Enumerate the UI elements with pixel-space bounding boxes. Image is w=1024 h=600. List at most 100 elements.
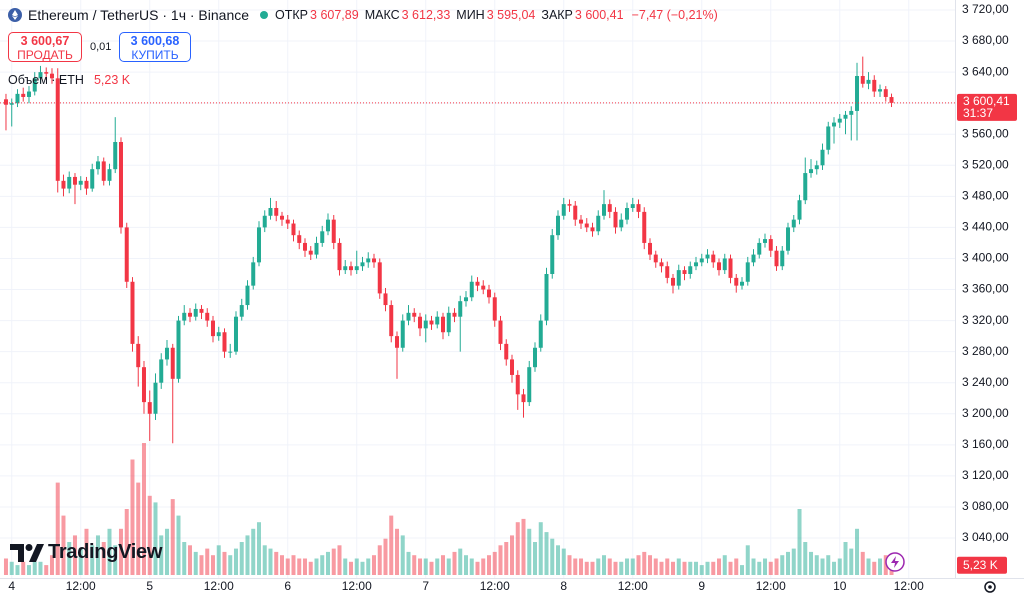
- volume-bar: [768, 561, 773, 575]
- candle-body: [84, 180, 89, 189]
- candle-body: [377, 262, 382, 294]
- sell-button[interactable]: 3 600,67 ПРОДАТЬ: [8, 32, 82, 62]
- settings-icon[interactable]: [984, 581, 996, 593]
- volume-bar: [694, 561, 699, 575]
- candle-body: [205, 312, 210, 321]
- buy-label: КУПИТЬ: [131, 48, 179, 62]
- candle-body: [855, 76, 860, 111]
- candle-body: [832, 122, 837, 127]
- brand[interactable]: TradingView: [10, 541, 162, 564]
- eth-icon: [8, 8, 22, 22]
- volume-bar: [101, 542, 106, 575]
- volume-bar: [55, 482, 60, 575]
- candle-body: [671, 277, 676, 286]
- candle-body: [429, 320, 434, 325]
- y-tick-label: 3 280,00: [962, 344, 1009, 358]
- volume-bar: [90, 545, 95, 575]
- candle-body: [596, 215, 601, 232]
- candle-body: [331, 219, 336, 243]
- candle-body: [803, 173, 808, 201]
- candle-body: [504, 343, 509, 360]
- candle-body: [354, 266, 359, 271]
- volume-bar: [653, 558, 658, 575]
- volume-bar: [573, 558, 578, 575]
- ohlc-value: 3 607,89: [310, 8, 359, 22]
- candle-body: [527, 367, 532, 403]
- volume-bar: [107, 528, 112, 575]
- volume-bar: [320, 555, 325, 575]
- candle-body: [676, 270, 681, 286]
- candle-body: [72, 176, 77, 185]
- volume-bar: [72, 535, 77, 575]
- volume-bar: [348, 561, 353, 575]
- y-tick-label: 3 200,00: [962, 406, 1009, 420]
- volume-bar: [279, 555, 284, 575]
- candle-body: [768, 239, 773, 251]
- candle-body: [360, 262, 365, 267]
- volume-bar: [61, 515, 66, 575]
- candle-body: [440, 316, 445, 333]
- candle-body: [866, 79, 871, 84]
- candle-body: [176, 320, 181, 379]
- volume-bar: [3, 558, 8, 575]
- candle-body: [722, 258, 727, 271]
- candle-body: [389, 305, 394, 337]
- volume-bar: [308, 561, 313, 575]
- candle-body: [15, 93, 20, 104]
- volume-bar: [210, 555, 215, 575]
- volume-bar: [590, 561, 595, 575]
- candle-body: [481, 285, 486, 290]
- volume-bar: [533, 542, 538, 575]
- candle-body: [521, 394, 526, 403]
- volume-bar: [159, 535, 164, 575]
- volume-bar: [481, 558, 486, 575]
- ohlc-label: ОТКР: [275, 8, 309, 22]
- volume-bar: [515, 522, 520, 575]
- candle-body: [343, 266, 348, 271]
- candle-body: [487, 289, 492, 298]
- x-tick-label: 12:00: [66, 579, 96, 593]
- candle-body: [348, 266, 353, 271]
- volume-title: Объем · ETH: [8, 73, 84, 87]
- volume-bar: [84, 528, 89, 575]
- candle-body: [320, 231, 325, 243]
- volume-bar: [256, 522, 261, 575]
- volume-bar: [268, 548, 273, 575]
- volume-last: 5,23 K: [93, 73, 131, 87]
- candle-body: [297, 235, 302, 243]
- volume-bar: [561, 548, 566, 575]
- volume-bar: [751, 558, 756, 575]
- candle-body: [291, 223, 296, 236]
- volume-bar: [636, 555, 641, 575]
- x-tick-label: 12:00: [342, 579, 372, 593]
- candle-body: [642, 211, 647, 243]
- candle-body: [469, 281, 474, 298]
- candle-body: [860, 76, 865, 84]
- candle-body: [216, 332, 221, 337]
- candle-body: [584, 223, 589, 228]
- volume-bar: [855, 528, 860, 575]
- volume-bar: [383, 538, 388, 575]
- ohlc-value: 3 600,41: [574, 8, 624, 22]
- symbol[interactable]: Ethereum / TetherUS · 1ч · Binance: [28, 7, 250, 23]
- candle-body: [786, 227, 791, 251]
- volume-bar: [141, 443, 146, 575]
- candle-body: [533, 347, 538, 368]
- volume-bar: [297, 558, 302, 575]
- volume-bar: [826, 555, 831, 575]
- candle-body: [740, 281, 745, 286]
- x-tick-label: 9: [698, 579, 705, 593]
- y-tick-label: 3 560,00: [962, 126, 1009, 140]
- volume-bar: [222, 551, 227, 575]
- volume-bar: [124, 509, 129, 575]
- volume-bar: [510, 535, 515, 575]
- volume-bar: [245, 535, 250, 575]
- volume-bar: [550, 538, 555, 575]
- x-tick-label: 6: [284, 579, 291, 593]
- buy-button[interactable]: 3 600,68 КУПИТЬ: [119, 32, 191, 62]
- volume-bar: [423, 558, 428, 575]
- candle-body: [423, 320, 428, 329]
- volume-bar: [228, 555, 233, 575]
- volume-bar: [803, 542, 808, 575]
- x-tick-label: 12:00: [204, 579, 234, 593]
